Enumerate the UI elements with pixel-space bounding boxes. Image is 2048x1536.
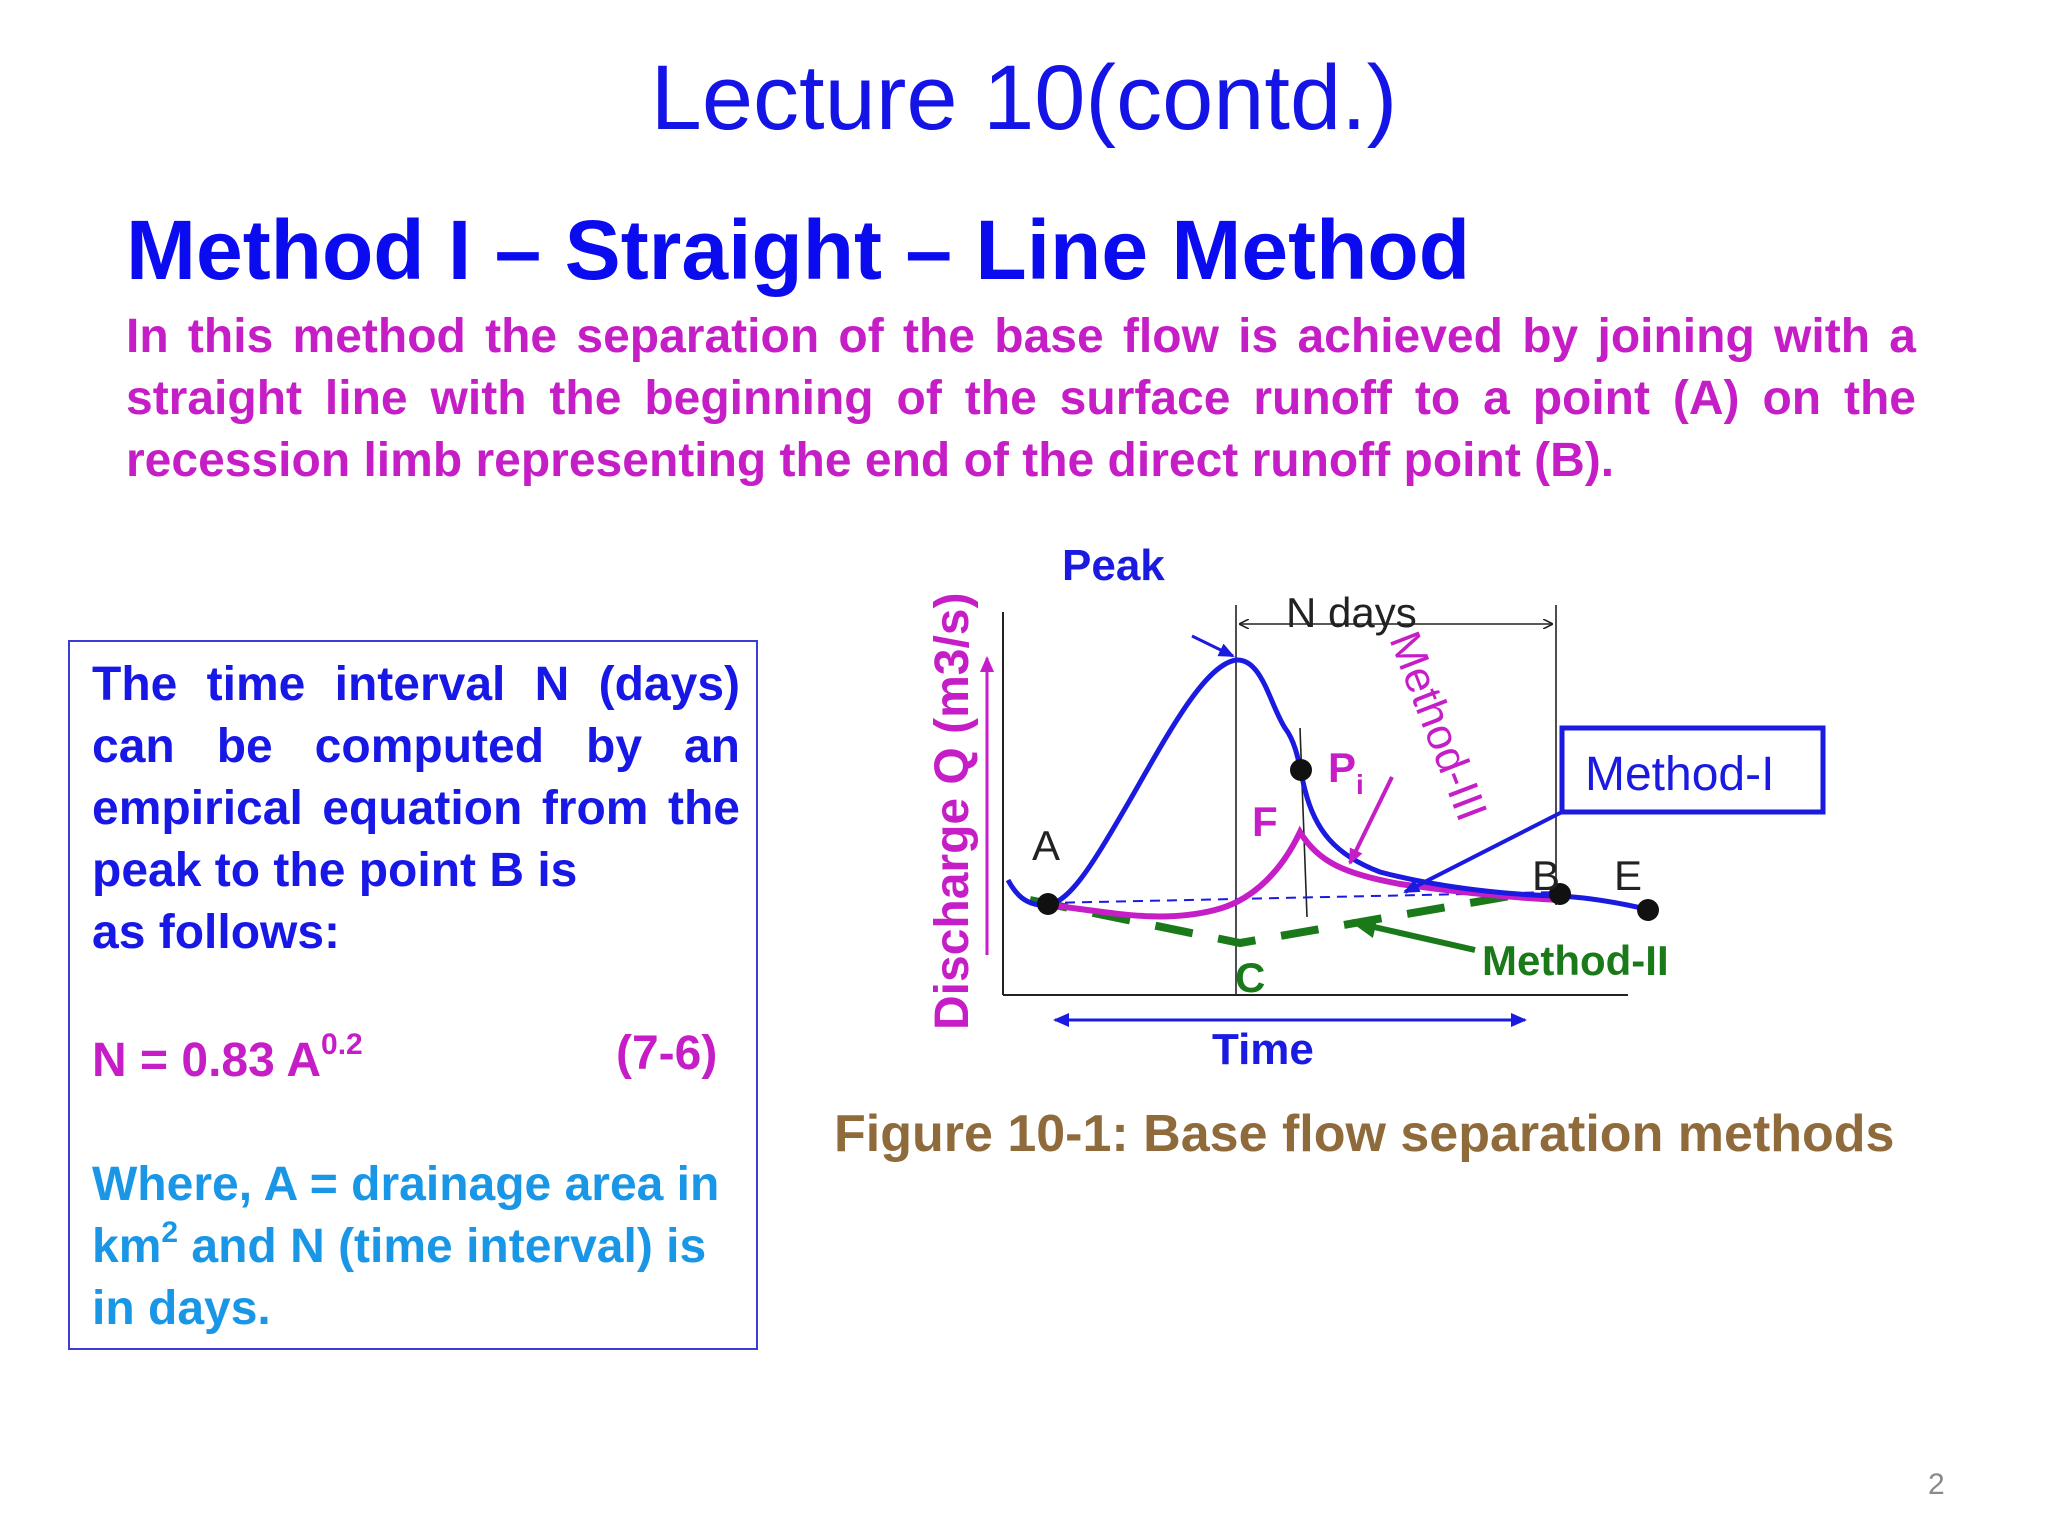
point-a-label: A	[1032, 822, 1060, 869]
point-e-label: E	[1614, 852, 1642, 899]
point-pi-subscript: i	[1356, 769, 1364, 800]
equation-number: (7-6)	[616, 1027, 718, 1080]
n-days-label: N days	[1286, 589, 1417, 636]
equation-exponent: 0.2	[321, 1028, 363, 1061]
point-b-dot	[1549, 883, 1571, 905]
point-e-dot	[1637, 899, 1659, 921]
where-note: Where, A = drainage area in km2 and N (t…	[92, 1154, 732, 1340]
equation: N = 0.83 A0.2	[92, 1030, 363, 1085]
method3-label: Method-III	[1380, 625, 1497, 827]
method3-arrow	[1348, 776, 1394, 865]
point-a-dot	[1037, 893, 1059, 915]
hydrograph-curve	[1005, 657, 1651, 913]
equation-base: N = 0.83 A	[92, 1034, 322, 1087]
method2-line	[1029, 892, 1511, 948]
method2-arrow	[1350, 916, 1476, 953]
intro-paragraph: In this method the separation of the bas…	[126, 310, 1916, 487]
where-prefix: Where, A = drainage area in km	[92, 1158, 720, 1273]
point-pi-dot	[1290, 759, 1312, 781]
info-text-main: The time interval N (days) can be comput…	[92, 658, 740, 897]
method1-label: Method-I	[1585, 748, 1774, 801]
pi-guide-line	[1299, 727, 1308, 918]
method-heading: Method I – Straight – Line Method	[126, 203, 1470, 297]
peak-arrow	[1191, 634, 1235, 658]
info-paragraph: The time interval N (days) can be comput…	[92, 654, 740, 1026]
figure-caption: Figure 10-1: Base flow separation method…	[834, 1105, 1895, 1163]
y-axis-label: Discharge Q (m3/s)	[926, 593, 979, 1030]
method1-box	[1559, 725, 1826, 815]
point-f-label: F	[1252, 798, 1278, 845]
info-text-last: as follows:	[92, 906, 341, 959]
point-c-label: C	[1235, 954, 1265, 1001]
method1-arrow	[1403, 810, 1563, 894]
point-b-label: B	[1532, 852, 1560, 899]
where-sup: 2	[161, 1216, 179, 1249]
point-pi-letter: P	[1328, 744, 1356, 791]
method3-curve	[1047, 825, 1561, 920]
peak-label: Peak	[1062, 541, 1165, 590]
point-pi-label: Pi	[1328, 744, 1364, 800]
where-suffix: and N (time interval) is in days.	[92, 1220, 707, 1335]
page-number: 2	[1928, 1468, 1945, 1501]
x-axis-label: Time	[1212, 1025, 1314, 1074]
method2-label: Method-II	[1482, 937, 1669, 984]
info-box: The time interval N (days) can be comput…	[68, 640, 758, 1350]
slide-title: Lecture 10(contd.)	[650, 47, 1398, 149]
